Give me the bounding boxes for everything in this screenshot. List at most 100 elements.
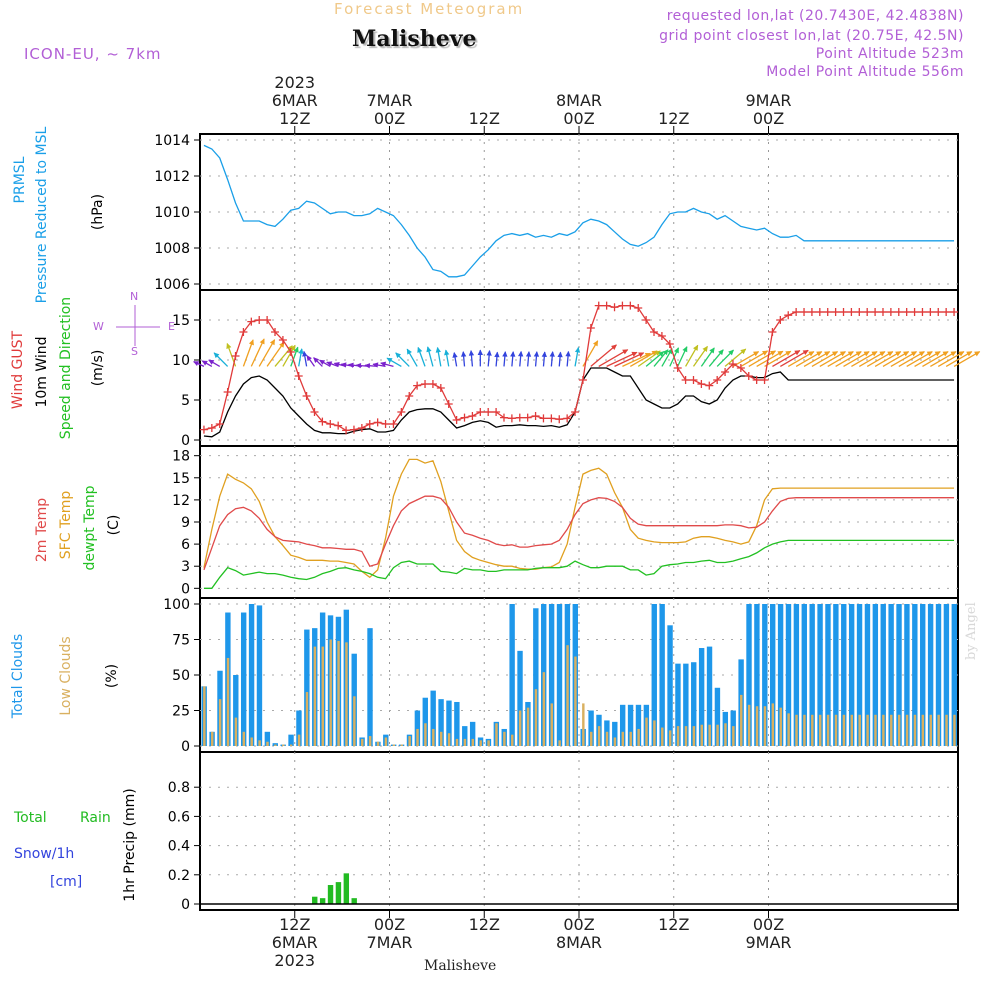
wind-gust-line-marker: [776, 316, 785, 324]
low-cloud-bar: [732, 726, 735, 746]
wind-gust-line-marker: [760, 376, 769, 384]
sfc-temp-line: [203, 458, 955, 579]
low-cloud-bar: [321, 646, 324, 746]
wind-arrow-head: [693, 344, 699, 351]
low-cloud-bar: [897, 714, 901, 746]
total-cloud-bar: [848, 604, 855, 746]
pressure-ytick-label: 1014: [154, 133, 190, 149]
low-cloud-bar: [590, 731, 593, 746]
wind-arrow-head: [302, 350, 308, 357]
wind-arrow: [787, 351, 815, 367]
wind-gust-line-marker: [397, 408, 406, 416]
low-cloud-bar: [424, 723, 427, 746]
total-cloud-bar: [920, 604, 926, 746]
wind-arrow-head: [502, 351, 508, 357]
wind-gust-line-marker: [768, 328, 777, 336]
low-cloud-bar: [676, 726, 680, 746]
low-cloud-bar: [511, 734, 514, 746]
wind-gust-line-marker: [918, 308, 927, 316]
low-cloud-bar: [416, 728, 419, 746]
total-cloud-bar: [927, 604, 934, 746]
wind-arrow-head: [638, 352, 645, 358]
wind-gust-line-marker: [349, 425, 358, 434]
wind-arrow: [866, 351, 894, 367]
wind-gust-line-marker: [894, 308, 903, 316]
low-cloud-bar: [518, 710, 522, 746]
total-cloud-bar: [264, 731, 271, 746]
wind-arrow-head: [298, 348, 304, 355]
wind-arrow-head: [847, 351, 854, 357]
wind-gust-line-marker: [910, 308, 919, 316]
total-cloud-bar: [872, 604, 879, 746]
total-cloud-bar: [667, 625, 673, 746]
low-cloud-bar: [755, 706, 759, 746]
total-cloud-bar: [793, 604, 800, 746]
wind-arrow: [740, 350, 768, 367]
wind-arrow-head: [494, 351, 500, 358]
wind-arrow: [874, 351, 901, 367]
wind-arrow-head: [406, 348, 412, 355]
clouds-ytick-label: 75: [172, 633, 190, 649]
wind-gust-line-marker: [942, 308, 951, 316]
wind-gust-line-marker: [800, 308, 809, 316]
total-cloud-bar: [841, 604, 847, 746]
total-cloud-bar: [864, 604, 871, 746]
wind-arrow-head: [934, 351, 941, 357]
wind-arrow-head: [709, 347, 715, 354]
wind-gust-line-marker: [318, 417, 327, 426]
wind-gust-line-marker: [665, 340, 674, 348]
wind-gust-line-marker: [650, 328, 659, 336]
wind-gust-line-marker: [286, 348, 295, 356]
precip-panel-frame: [199, 751, 959, 911]
total-cloud-bar: [880, 604, 886, 746]
wind-arrow-head: [574, 346, 581, 353]
label-rain: Rain: [80, 810, 111, 826]
wind-arrow-head: [966, 351, 973, 357]
wind-gust-line-marker: [436, 384, 445, 392]
low-cloud-bar: [637, 728, 640, 746]
wind-arrow: [629, 350, 658, 367]
low-cloud-bar: [203, 686, 206, 746]
wind-gust-line-marker: [452, 416, 461, 424]
wind-gust-line-marker: [231, 352, 240, 360]
wind-arrow: [606, 351, 638, 367]
top-axis-label: 9MAR: [745, 91, 791, 110]
pressure-line: [203, 144, 955, 278]
rain-bar: [319, 898, 326, 904]
total-cloud-bar: [833, 604, 839, 746]
wind-gust-line-marker: [618, 301, 627, 310]
low-cloud-bar: [566, 645, 569, 746]
top-axis-label: 00Z: [753, 109, 784, 128]
wind-gust-line-marker: [657, 332, 666, 340]
low-cloud-bar: [803, 714, 806, 746]
top-axis-label: 7MAR: [366, 91, 412, 110]
total-cloud-bar: [256, 605, 263, 746]
wind-gust-line-marker: [626, 301, 635, 310]
wind-gust-line-marker: [571, 408, 580, 416]
top-axis-label: 00Z: [374, 109, 405, 128]
wind-arrow: [890, 351, 917, 367]
low-cloud-bar: [874, 714, 877, 746]
low-cloud-bar: [329, 639, 332, 746]
low-cloud-bar: [337, 640, 340, 746]
top-axis-label: 00Z: [563, 109, 594, 128]
low-cloud-bar: [582, 703, 585, 746]
wind-gust-line-marker: [515, 413, 524, 422]
wind-gust-line-marker: [413, 381, 422, 390]
wind-gust-line-marker: [855, 308, 864, 316]
wind-gust-line-marker: [492, 408, 501, 416]
low-cloud-bar: [455, 738, 459, 746]
wind-arrow-head: [533, 351, 540, 357]
wind-gust-line-marker: [476, 408, 485, 416]
low-cloud-bar: [297, 734, 301, 746]
low-cloud-bar: [613, 737, 617, 746]
total-cloud-bar: [548, 604, 555, 746]
wind-gust-line-marker: [721, 368, 730, 376]
wind-gust-line-marker: [752, 376, 761, 384]
wind-arrow: [811, 351, 838, 367]
total-cloud-bar: [469, 721, 476, 746]
wind-arrow-head: [444, 349, 450, 356]
pressure-ytick-label: 1006: [154, 277, 190, 293]
temperature-ytick-label: 3: [181, 559, 190, 575]
